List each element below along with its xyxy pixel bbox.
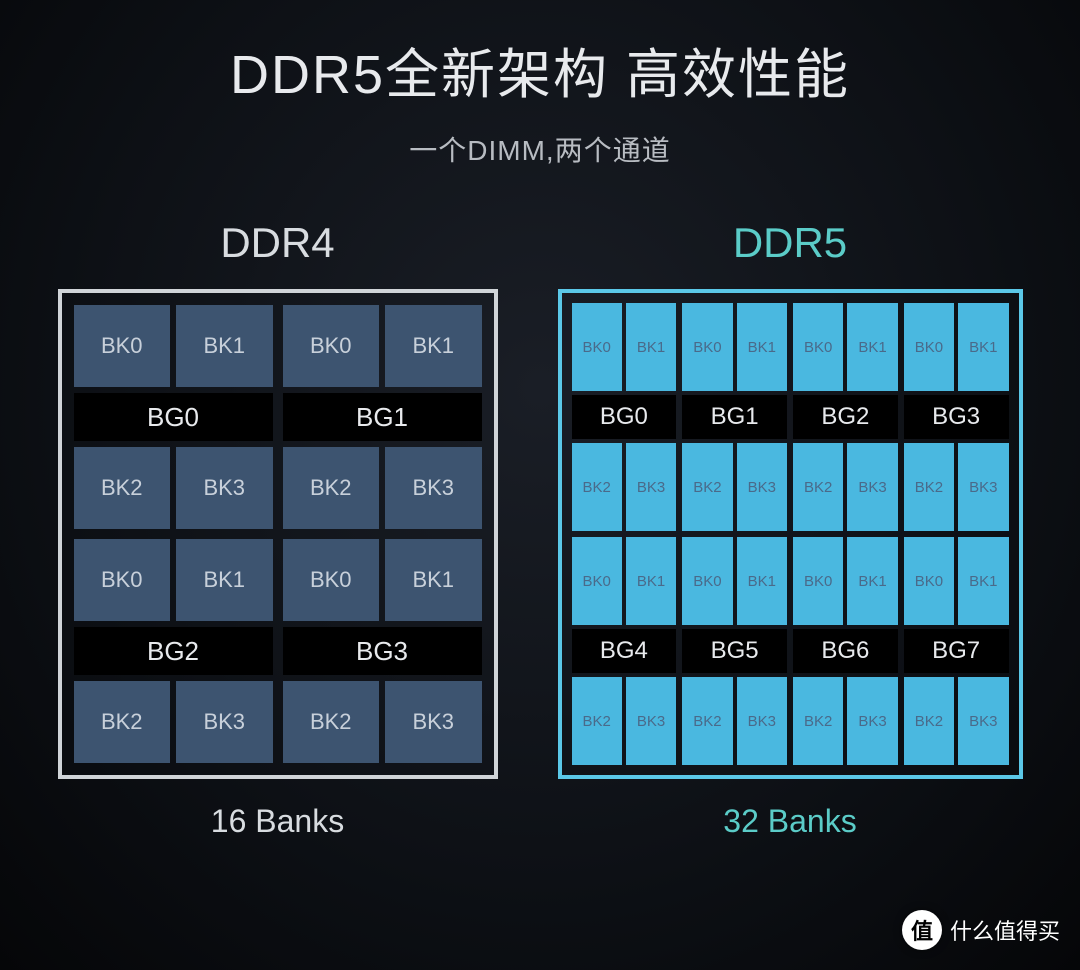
ddr5-bank-group: BK0BK1BG1BK2BK3: [682, 303, 787, 531]
ddr5-bank-cell: BK3: [958, 677, 1008, 765]
ddr5-bank-cell: BK0: [904, 537, 954, 625]
ddr5-bank-cell: BK0: [682, 303, 732, 391]
ddr5-bank-cell: BK2: [793, 677, 843, 765]
ddr4-bank-cell: BK2: [283, 447, 380, 529]
ddr5-bankgroup-label: BG3: [904, 395, 1009, 439]
ddr4-title: DDR4: [220, 219, 334, 267]
ddr5-title: DDR5: [733, 219, 847, 267]
ddr5-bankgroup-label: BG1: [682, 395, 787, 439]
ddr5-bank-cell: BK1: [737, 537, 787, 625]
ddr5-bank-group: BK0BK1BG6BK2BK3: [793, 537, 898, 765]
page-title: DDR5全新架构 高效性能: [0, 30, 1080, 109]
ddr5-bank-cell: BK3: [626, 443, 676, 531]
ddr5-bank-cell: BK2: [572, 443, 622, 531]
ddr4-bank-cell: BK1: [385, 305, 482, 387]
ddr5-bank-cell: BK2: [682, 677, 732, 765]
ddr4-bankgroup-label: BG2: [74, 627, 273, 675]
ddr4-bank-cell: BK2: [74, 681, 171, 763]
ddr5-bank-group: BK0BK1BG5BK2BK3: [682, 537, 787, 765]
ddr4-bank-group: BK0BK1 BG0 BK2BK3: [74, 305, 273, 529]
ddr5-bank-group: BK0BK1BG3BK2BK3: [904, 303, 1009, 531]
ddr4-bank-cell: BK0: [283, 539, 380, 621]
ddr4-bank-cell: BK1: [176, 539, 273, 621]
ddr5-bank-cell: BK3: [958, 443, 1008, 531]
ddr5-bank-cell: BK1: [737, 303, 787, 391]
ddr5-bankgroup-label: BG5: [682, 629, 787, 673]
ddr5-bank-cell: BK1: [626, 537, 676, 625]
ddr5-bank-cell: BK0: [793, 303, 843, 391]
ddr4-bank-cell: BK3: [385, 681, 482, 763]
ddr5-bank-group: BK0BK1BG0BK2BK3: [572, 303, 677, 531]
ddr4-bank-group: BK0BK1 BG2 BK2BK3: [74, 539, 273, 763]
ddr4-bank-cell: BK3: [176, 681, 273, 763]
ddr5-bankgroup-label: BG4: [572, 629, 677, 673]
ddr5-bankgroup-label: BG7: [904, 629, 1009, 673]
ddr5-bank-group: BK0BK1BG4BK2BK3: [572, 537, 677, 765]
ddr5-bank-cell: BK3: [847, 677, 897, 765]
ddr5-bank-cell: BK2: [682, 443, 732, 531]
ddr4-bank-group: BK0BK1 BG1 BK2BK3: [283, 305, 482, 529]
ddr5-bank-cell: BK1: [958, 303, 1008, 391]
ddr5-bankgroup-label: BG2: [793, 395, 898, 439]
ddr4-bankgroup-label: BG3: [283, 627, 482, 675]
watermark-text: 什么值得买: [950, 914, 1060, 946]
ddr5-caption: 32 Banks: [723, 803, 856, 840]
ddr4-bankgroup-label: BG1: [283, 393, 482, 441]
ddr4-grid: BK0BK1BG0BK2BK3BK0BK1BG1BK2BK3BK0BK1BG2B…: [58, 289, 498, 779]
ddr5-bank-cell: BK1: [847, 537, 897, 625]
ddr5-bank-cell: BK1: [958, 537, 1008, 625]
comparison-panels: DDR4 BK0BK1BG0BK2BK3BK0BK1BG1BK2BK3BK0BK…: [0, 219, 1080, 840]
ddr5-bank-cell: BK1: [626, 303, 676, 391]
ddr5-bank-cell: BK0: [682, 537, 732, 625]
ddr5-bank-cell: BK0: [793, 537, 843, 625]
ddr5-grid: BK0BK1BG0BK2BK3BK0BK1BG1BK2BK3BK0BK1BG2B…: [558, 289, 1023, 779]
ddr5-bank-cell: BK2: [793, 443, 843, 531]
ddr5-bank-cell: BK3: [626, 677, 676, 765]
ddr4-bank-cell: BK0: [283, 305, 380, 387]
ddr4-bank-cell: BK0: [74, 539, 171, 621]
ddr4-bank-group: BK0BK1 BG3 BK2BK3: [283, 539, 482, 763]
watermark: 值 什么值得买: [902, 910, 1060, 950]
ddr5-bank-group: BK0BK1BG2BK2BK3: [793, 303, 898, 531]
ddr4-bank-cell: BK1: [176, 305, 273, 387]
ddr5-bank-group: BK0BK1BG7BK2BK3: [904, 537, 1009, 765]
ddr5-bank-cell: BK3: [847, 443, 897, 531]
page-subtitle: 一个DIMM,两个通道: [0, 129, 1080, 169]
ddr5-bankgroup-label: BG0: [572, 395, 677, 439]
ddr4-caption: 16 Banks: [211, 803, 344, 840]
ddr5-bank-cell: BK0: [572, 537, 622, 625]
ddr4-bank-cell: BK0: [74, 305, 171, 387]
ddr5-bank-cell: BK0: [572, 303, 622, 391]
ddr5-bank-cell: BK2: [904, 443, 954, 531]
ddr5-bankgroup-label: BG6: [793, 629, 898, 673]
ddr5-panel: DDR5 BK0BK1BG0BK2BK3BK0BK1BG1BK2BK3BK0BK…: [558, 219, 1023, 840]
ddr4-panel: DDR4 BK0BK1BG0BK2BK3BK0BK1BG1BK2BK3BK0BK…: [58, 219, 498, 840]
ddr5-bank-cell: BK0: [904, 303, 954, 391]
ddr4-bank-cell: BK2: [74, 447, 171, 529]
ddr5-bank-cell: BK3: [737, 677, 787, 765]
ddr5-bank-cell: BK3: [737, 443, 787, 531]
ddr4-bank-cell: BK3: [385, 447, 482, 529]
ddr5-bank-cell: BK1: [847, 303, 897, 391]
ddr4-bankgroup-label: BG0: [74, 393, 273, 441]
ddr4-bank-cell: BK1: [385, 539, 482, 621]
ddr4-bank-cell: BK3: [176, 447, 273, 529]
ddr4-bank-cell: BK2: [283, 681, 380, 763]
ddr5-bank-cell: BK2: [904, 677, 954, 765]
watermark-badge-icon: 值: [902, 910, 942, 950]
ddr5-bank-cell: BK2: [572, 677, 622, 765]
